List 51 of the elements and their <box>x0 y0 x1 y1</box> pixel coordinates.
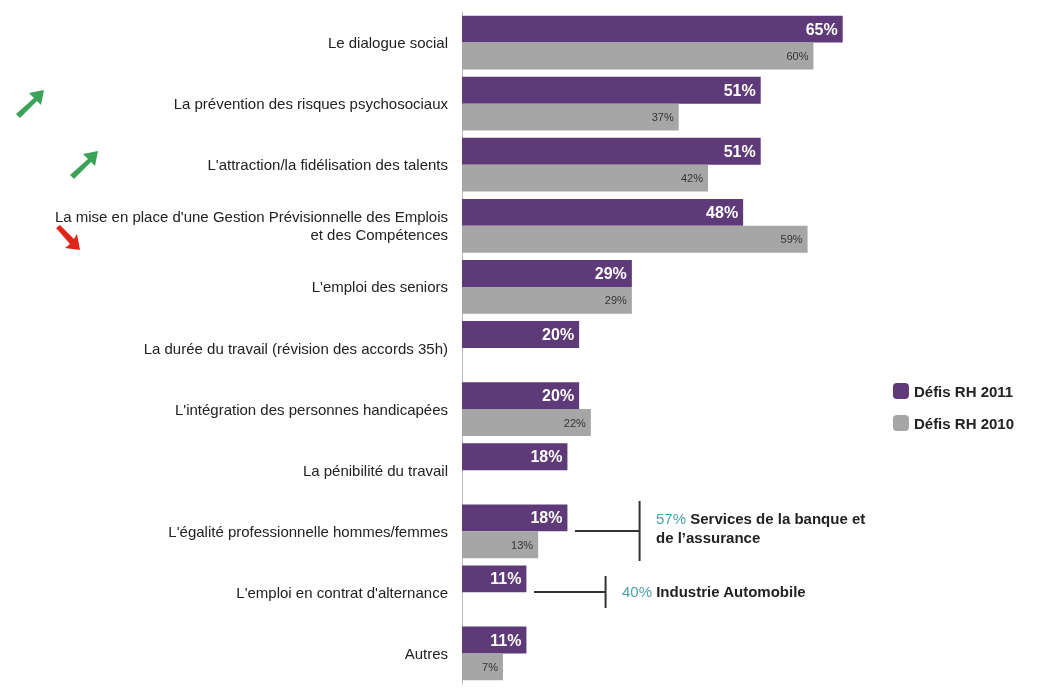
data-label: 11% <box>490 570 522 588</box>
y-tick-label: La prévention des risques psychosociaux <box>173 95 449 113</box>
bar <box>462 15 843 43</box>
data-label: 18% <box>530 448 563 466</box>
data-label: 18% <box>530 509 563 527</box>
data-label: 29% <box>594 264 627 282</box>
y-tick-label: Le dialogue social <box>327 34 448 52</box>
bar <box>462 321 580 348</box>
y-tick-label: L'emploi des seniors <box>311 278 448 296</box>
legend-label: Défis RH 2011 <box>913 382 1014 400</box>
data-label: 29% <box>604 294 628 307</box>
data-label: 65% <box>805 20 838 38</box>
data-label: 51% <box>723 81 756 99</box>
y-tick-label: Autres <box>404 644 448 662</box>
bar <box>462 42 814 70</box>
bar <box>462 164 708 192</box>
annotation: 40% Industrie Automobile <box>622 582 807 602</box>
data-label: 20% <box>542 326 575 344</box>
y-tick-label: La pénibilité du travail <box>302 461 448 479</box>
bar <box>462 504 568 532</box>
data-label: 60% <box>786 49 809 62</box>
data-label: 7% <box>482 660 499 673</box>
data-label: 22% <box>563 416 587 429</box>
data-label: 11% <box>490 631 522 649</box>
bar <box>462 137 761 165</box>
y-tick-label: L'attraction/la fidélisation des talents <box>207 156 448 174</box>
data-label: 37% <box>651 111 674 124</box>
bar <box>462 103 679 131</box>
data-label: 48% <box>706 203 739 221</box>
legend-label: Défis RH 2010 <box>913 414 1015 432</box>
y-tick-label: La mise en place d'une Gestion Prévisionnelle des Emplois et des Compétences <box>54 208 448 244</box>
bar <box>462 531 539 559</box>
data-label: 59% <box>780 233 803 246</box>
bar <box>462 443 568 471</box>
data-label: 13% <box>511 538 534 551</box>
bar <box>462 382 580 410</box>
bar <box>462 260 632 287</box>
data-label: 20% <box>542 387 575 405</box>
y-tick-label: La durée du travail (révision des accords 35h) <box>143 339 448 357</box>
bar <box>462 225 808 253</box>
bar <box>462 198 744 226</box>
data-label: 51% <box>723 142 756 160</box>
bar <box>462 653 503 681</box>
bar <box>462 76 761 104</box>
bar <box>462 409 591 436</box>
y-tick-label: L'intégration des personnes handicapées <box>174 400 448 418</box>
bar <box>462 286 632 314</box>
y-tick-label: L'égalité professionnelle hommes/femmes <box>168 522 448 540</box>
annotation: 57% Services de la banque et de l’assurance <box>656 509 867 548</box>
data-label: 42% <box>680 172 704 185</box>
y-tick-label: L'emploi en contrat d'alternance <box>236 583 448 601</box>
